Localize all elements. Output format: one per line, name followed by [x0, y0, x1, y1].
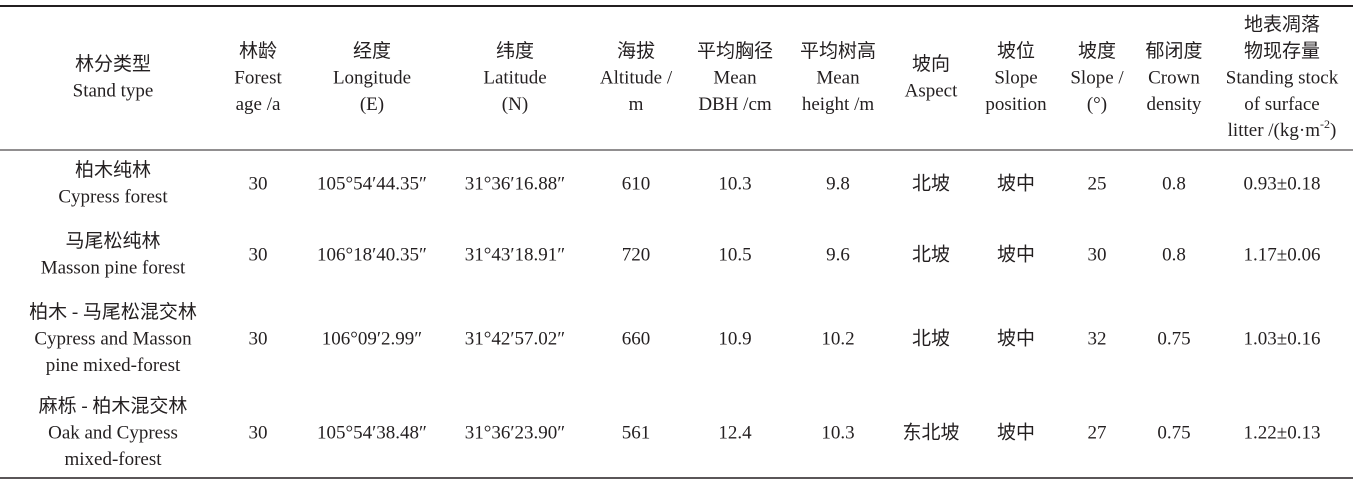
- table-cell: 坡中: [997, 421, 1035, 443]
- header-cell: Slope /: [1070, 67, 1124, 88]
- table-cell: 30: [249, 328, 268, 349]
- header-cell: 林龄: [239, 40, 277, 62]
- header-cell: age /a: [236, 94, 281, 115]
- table-cell: 0.93±0.18: [1244, 173, 1321, 194]
- header-cell: Mean: [816, 67, 860, 88]
- table-cell: 北坡: [912, 243, 950, 265]
- stand-type: pine mixed-forest: [46, 355, 181, 376]
- table-cell: 10.2: [821, 328, 854, 349]
- header-cell: Forest: [234, 67, 282, 88]
- header-cell: Stand type: [73, 81, 154, 102]
- header-cell: Latitude: [483, 67, 546, 88]
- table-cell: 31°36′16.88″: [465, 173, 565, 194]
- table-cell: 坡中: [997, 243, 1035, 265]
- table-cell: 31°42′57.02″: [465, 328, 565, 349]
- table-cell: 30: [249, 244, 268, 265]
- stand-type: mixed-forest: [64, 449, 162, 470]
- table-cell: 10.5: [718, 244, 751, 265]
- table-cell: 10.3: [821, 422, 854, 443]
- stand-type: Masson pine forest: [41, 258, 186, 279]
- table-cell: 10.9: [718, 328, 751, 349]
- header-cell: of surface: [1244, 94, 1319, 115]
- header-cell: litter /(kg·m-2): [1228, 117, 1337, 142]
- table-cell: 10.3: [718, 173, 751, 194]
- header-cell: Crown: [1148, 67, 1200, 88]
- table-cell: 32: [1088, 328, 1107, 349]
- header-cell: 物现存量: [1244, 40, 1320, 62]
- header-cell: Altitude /: [600, 67, 673, 88]
- table-cell: 30: [1088, 244, 1107, 265]
- header-cell: 坡度: [1078, 40, 1116, 62]
- header-cell-part: ): [1330, 120, 1336, 141]
- header-cell-part: -2: [1320, 117, 1330, 131]
- header-cell: DBH /cm: [698, 94, 772, 115]
- header-cell: 坡向: [912, 53, 950, 75]
- stand-type: Cypress and Masson: [34, 328, 192, 349]
- header-cell: density: [1147, 94, 1202, 115]
- stand-type: 麻栎 - 柏木混交林: [39, 395, 188, 417]
- table-cell: 坡中: [997, 172, 1035, 194]
- header-cell: (E): [360, 94, 384, 115]
- stand-type: Oak and Cypress: [48, 422, 178, 443]
- table-cell: 105°54′44.35″: [317, 173, 427, 194]
- table-cell: 0.75: [1157, 328, 1190, 349]
- table-cell: 31°36′23.90″: [465, 422, 565, 443]
- header-cell: 纬度: [496, 40, 534, 62]
- table-cell: 0.8: [1162, 244, 1186, 265]
- table-cell: 660: [622, 328, 651, 349]
- header-cell: 地表凋落: [1244, 13, 1320, 35]
- header-cell: m: [629, 94, 644, 115]
- table-cell: 106°09′2.99″: [322, 328, 422, 349]
- table-cell: 106°18′40.35″: [317, 244, 427, 265]
- table-cell: 561: [622, 422, 651, 443]
- header-cell: (°): [1087, 94, 1107, 115]
- header-cell: 海拔: [617, 40, 655, 62]
- header-cell: 林分类型: [75, 53, 151, 75]
- stand-type: Cypress forest: [58, 187, 168, 208]
- table-cell: 9.6: [826, 244, 850, 265]
- stand-type: 马尾松纯林: [65, 230, 160, 252]
- table-cell: 31°43′18.91″: [465, 244, 565, 265]
- table-cell: 30: [249, 422, 268, 443]
- table-cell: 12.4: [718, 422, 752, 443]
- table-cell: 0.75: [1157, 422, 1190, 443]
- table-cell: 25: [1088, 173, 1107, 194]
- table-cell: 610: [622, 173, 651, 194]
- header-cell: 郁闭度: [1145, 40, 1202, 62]
- stand-type: 柏木 - 马尾松混交林: [29, 301, 197, 323]
- table-cell: 东北坡: [902, 421, 959, 443]
- header-cell: Longitude: [333, 67, 411, 88]
- stand-type: 柏木纯林: [75, 159, 151, 181]
- table-cell: 27: [1088, 422, 1107, 443]
- table-cell: 1.03±0.16: [1244, 328, 1321, 349]
- table-cell: 北坡: [912, 172, 950, 194]
- table-cell: 720: [622, 244, 651, 265]
- table-cell: 1.17±0.06: [1244, 244, 1321, 265]
- table-cell: 105°54′38.48″: [317, 422, 427, 443]
- header-cell: position: [985, 94, 1047, 115]
- header-cell: Mean: [713, 67, 757, 88]
- header-cell: 坡位: [997, 40, 1035, 62]
- table-cell: 1.22±0.13: [1244, 422, 1321, 443]
- table-cell: 坡中: [997, 327, 1035, 349]
- header-cell: (N): [502, 94, 528, 115]
- header-cell: height /m: [802, 94, 875, 115]
- header-cell: Slope: [994, 67, 1037, 88]
- header-cell: Standing stock: [1226, 67, 1339, 88]
- table-cell: 0.8: [1162, 173, 1186, 194]
- header-cell: 平均胸径: [697, 40, 773, 62]
- table-cell: 北坡: [912, 327, 950, 349]
- header-cell: 经度: [353, 40, 391, 62]
- table-cell: 9.8: [826, 173, 850, 194]
- header-cell: Aspect: [905, 81, 958, 102]
- header-cell-part: litter /(kg·m: [1228, 120, 1321, 141]
- table-cell: 30: [249, 173, 268, 194]
- header-cell: 平均树高: [800, 40, 876, 62]
